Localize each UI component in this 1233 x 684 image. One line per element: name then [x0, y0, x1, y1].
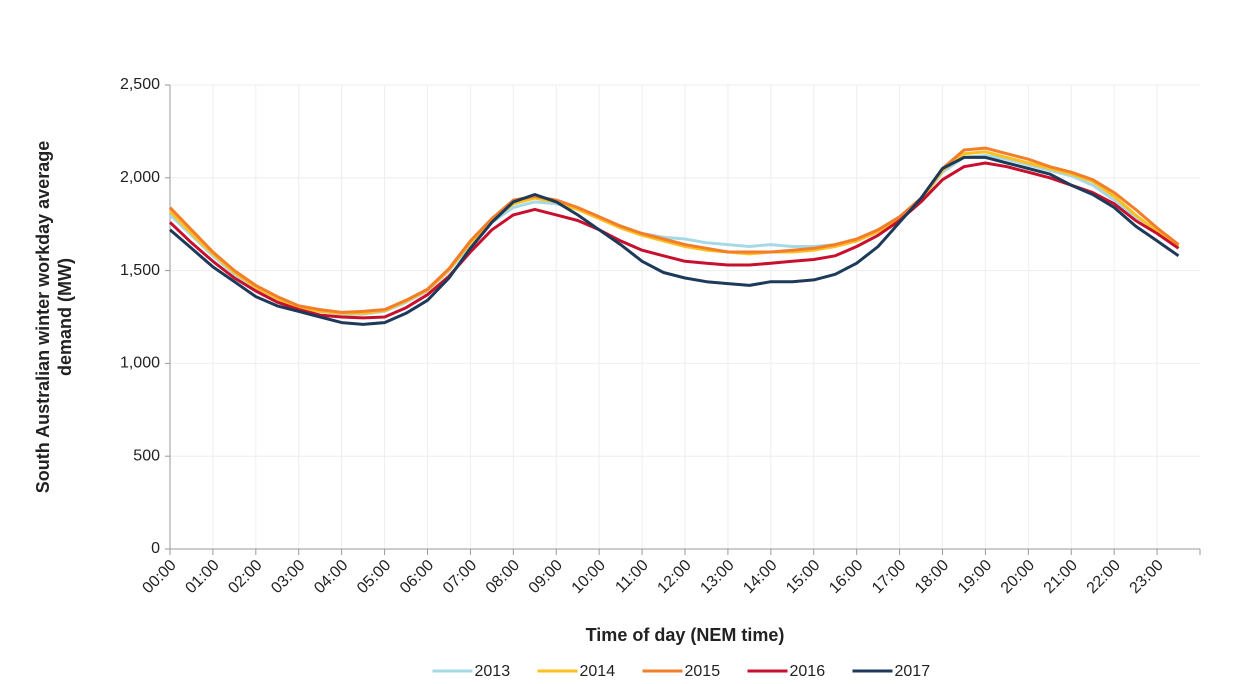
- legend-label: 2016: [790, 663, 826, 680]
- y-tick-label: 2,500: [120, 76, 160, 93]
- x-tick-label: 04:00: [311, 557, 351, 597]
- x-tick-label: 15:00: [783, 557, 823, 597]
- x-tick-label: 10:00: [569, 557, 609, 597]
- x-tick-label: 22:00: [1084, 557, 1124, 597]
- legend-label: 2017: [895, 663, 931, 680]
- x-tick-label: 08:00: [483, 557, 523, 597]
- y-tick-label: 0: [151, 540, 160, 557]
- x-tick-label: 01:00: [182, 557, 222, 597]
- x-tick-label: 19:00: [955, 557, 995, 597]
- y-tick-label: 2,000: [120, 169, 160, 186]
- x-axis-title: Time of day (NEM time): [586, 625, 785, 645]
- x-tick-label: 14:00: [740, 557, 780, 597]
- x-tick-label: 07:00: [440, 557, 480, 597]
- x-tick-label: 05:00: [354, 557, 394, 597]
- x-tick-label: 11:00: [612, 557, 652, 597]
- x-tick-label: 16:00: [826, 557, 866, 597]
- x-tick-label: 12:00: [654, 557, 694, 597]
- series-line: [168, 154, 1180, 316]
- x-tick-label: 21:00: [1041, 557, 1081, 597]
- y-axis-title-line: South Australian winter workday average: [33, 141, 53, 493]
- legend-label: 2015: [685, 663, 721, 680]
- legend-label: 2013: [475, 663, 511, 680]
- series-line: [168, 150, 1180, 315]
- series-line: [168, 161, 1180, 320]
- series-line: [169, 155, 1180, 326]
- x-tick-label: 09:00: [526, 557, 566, 597]
- x-tick-label: 00:00: [139, 557, 179, 597]
- x-tick-label: 13:00: [697, 557, 737, 597]
- legend-label: 2014: [580, 663, 616, 680]
- x-tick-label: 23:00: [1127, 557, 1167, 597]
- y-tick-label: 1,500: [120, 262, 160, 279]
- x-tick-label: 03:00: [268, 557, 308, 597]
- y-tick-label: 1,000: [120, 355, 160, 372]
- x-tick-label: 18:00: [912, 557, 952, 597]
- x-tick-label: 06:00: [397, 557, 437, 597]
- x-tick-label: 20:00: [998, 557, 1038, 597]
- x-tick-label: 17:00: [869, 557, 909, 597]
- y-axis-title-line: demand (MW): [55, 258, 75, 376]
- x-tick-label: 02:00: [225, 557, 265, 597]
- series-line: [168, 146, 1180, 314]
- y-axis-title: South Australian winter workday average …: [33, 141, 75, 493]
- y-tick-label: 500: [133, 447, 160, 464]
